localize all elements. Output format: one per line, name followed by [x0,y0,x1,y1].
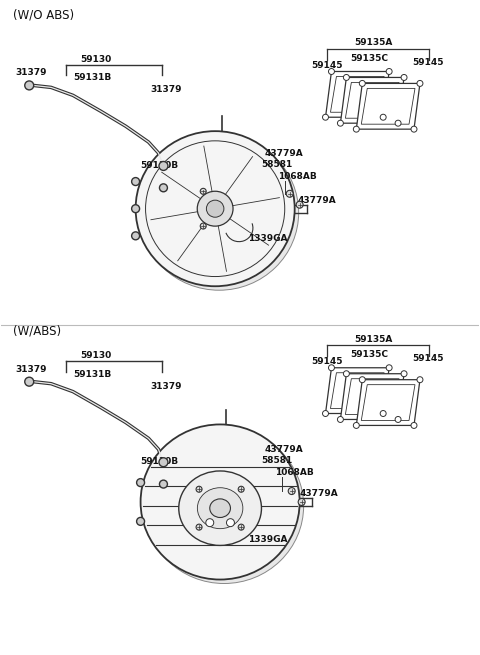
Text: 1068AB: 1068AB [275,468,313,477]
Ellipse shape [210,499,230,517]
Circle shape [298,498,305,506]
Circle shape [132,232,140,240]
Circle shape [227,519,234,527]
Text: 31379: 31379 [151,382,182,390]
Polygon shape [356,83,420,129]
Circle shape [159,184,168,192]
Text: 1339GA: 1339GA [248,233,288,242]
Text: 43779A: 43779A [300,489,338,498]
Ellipse shape [206,200,224,217]
Text: 59135C: 59135C [350,54,388,63]
Text: 59110B: 59110B [141,161,179,170]
Circle shape [360,377,365,383]
Text: 59135A: 59135A [354,335,393,344]
Circle shape [401,75,407,81]
Circle shape [395,417,401,422]
Ellipse shape [197,191,233,226]
Text: 59135C: 59135C [350,350,388,359]
Polygon shape [340,77,404,123]
Text: 59145: 59145 [412,354,444,363]
Circle shape [323,411,328,417]
Circle shape [200,223,206,229]
Text: 31379: 31379 [151,85,182,94]
Text: 43779A: 43779A [265,445,304,455]
Text: 58581: 58581 [261,160,292,169]
Text: 43779A: 43779A [298,196,336,205]
Text: 59145: 59145 [312,60,343,69]
Circle shape [360,81,365,86]
Text: 43779A: 43779A [265,149,304,158]
Polygon shape [325,367,389,413]
Circle shape [401,371,407,377]
Circle shape [395,121,401,126]
Circle shape [132,178,140,185]
Circle shape [353,126,360,132]
Circle shape [353,422,360,428]
Polygon shape [340,374,404,419]
Ellipse shape [197,488,243,529]
Circle shape [132,205,140,213]
Circle shape [386,365,392,371]
Circle shape [328,365,335,371]
Text: (W/ABS): (W/ABS) [13,325,61,338]
Circle shape [159,458,168,467]
Circle shape [159,162,168,170]
Circle shape [286,191,293,197]
Circle shape [200,189,206,195]
Circle shape [137,517,144,525]
Text: 58581: 58581 [261,457,292,465]
Circle shape [380,411,386,417]
Circle shape [196,524,202,530]
Text: 1339GA: 1339GA [248,534,288,544]
Text: 59130: 59130 [80,351,111,360]
Ellipse shape [144,428,304,584]
Circle shape [417,81,423,86]
Ellipse shape [140,135,299,290]
Circle shape [386,69,392,75]
Circle shape [417,377,423,383]
Circle shape [25,377,34,386]
Text: 59131B: 59131B [73,369,111,379]
Text: 59130: 59130 [80,54,111,64]
Text: 59145: 59145 [412,58,444,67]
Circle shape [159,480,168,488]
Circle shape [206,519,214,527]
Ellipse shape [136,131,295,286]
Ellipse shape [179,471,262,546]
Polygon shape [325,71,389,117]
Circle shape [25,81,34,90]
Polygon shape [356,380,420,426]
Circle shape [238,524,244,530]
Circle shape [296,201,303,208]
Circle shape [196,486,202,492]
Circle shape [137,479,144,487]
Text: 31379: 31379 [15,69,47,77]
Circle shape [411,126,417,132]
Circle shape [343,75,349,81]
Text: 59110B: 59110B [141,457,179,466]
Circle shape [343,371,349,377]
Circle shape [337,417,343,422]
Circle shape [238,486,244,492]
Circle shape [323,114,328,121]
Text: (W/O ABS): (W/O ABS) [13,9,74,22]
Circle shape [380,114,386,121]
Text: 59145: 59145 [312,357,343,365]
Text: 31379: 31379 [15,365,47,374]
Circle shape [288,487,295,495]
Circle shape [328,69,335,75]
Text: 59131B: 59131B [73,73,111,83]
Text: 1068AB: 1068AB [278,172,316,181]
Text: 59135A: 59135A [354,37,393,47]
Circle shape [411,422,417,428]
Circle shape [337,121,343,126]
Ellipse shape [141,424,300,580]
